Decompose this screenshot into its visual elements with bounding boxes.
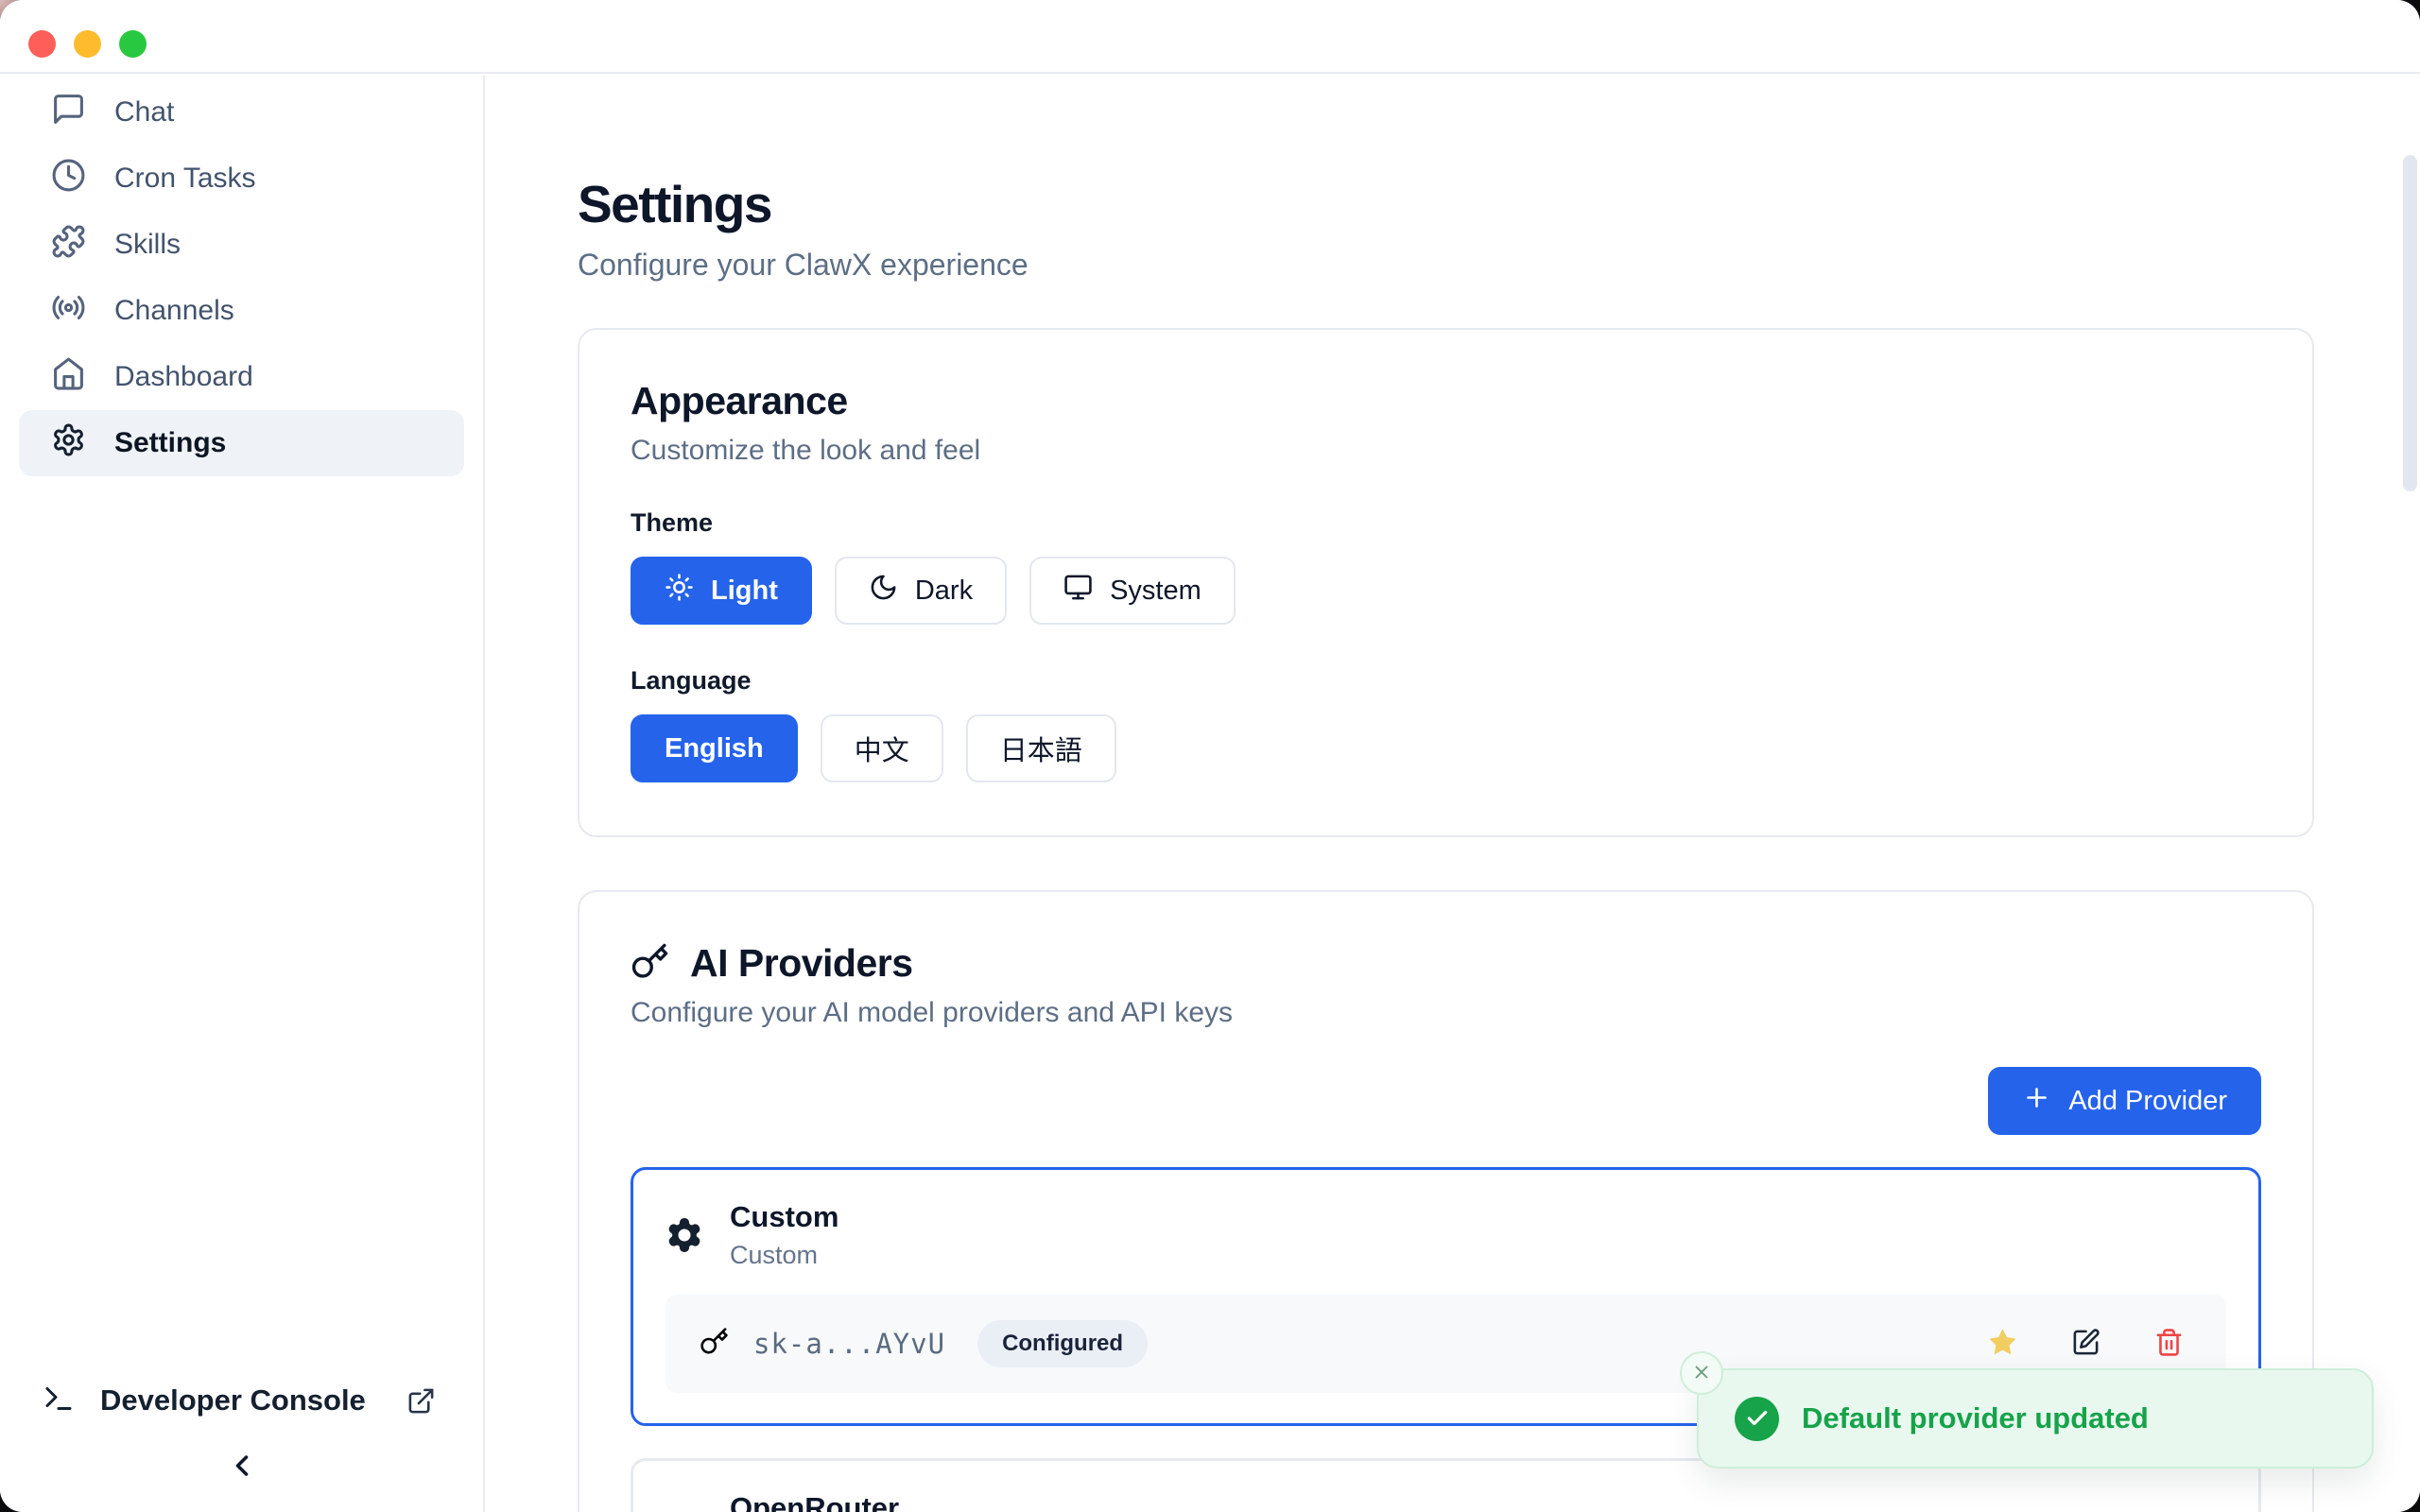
ai-providers-title: AI Providers xyxy=(690,941,913,985)
theme-option-system[interactable]: System xyxy=(1029,557,1236,625)
theme-label: Theme xyxy=(631,508,714,537)
language-option-english[interactable]: English xyxy=(631,714,798,782)
traffic-lights xyxy=(28,30,147,58)
sidebar-item-chat[interactable]: Chat xyxy=(19,79,464,146)
ai-providers-subtitle: Configure your AI model providers and AP… xyxy=(631,997,1234,1028)
language-option-label: 中文 xyxy=(854,736,909,766)
appearance-subtitle: Customize the look and feel xyxy=(631,435,981,466)
appearance-card: Appearance Customize the look and feel T… xyxy=(578,328,2314,837)
appearance-title: Appearance xyxy=(631,379,848,422)
theme-option-label: Light xyxy=(711,575,778,606)
edit-provider-button[interactable] xyxy=(2062,1320,2109,1367)
radio-icon xyxy=(51,290,86,333)
developer-console-label: Developer Console xyxy=(100,1383,366,1417)
sidebar-item-label: Chat xyxy=(114,96,175,128)
collapse-sidebar-button[interactable] xyxy=(216,1440,268,1493)
sidebar-item-settings[interactable]: Settings xyxy=(19,410,464,476)
zoom-window-button[interactable] xyxy=(119,30,147,58)
provider-type: Custom xyxy=(730,1241,819,1269)
sidebar-item-skills[interactable]: Skills xyxy=(19,212,464,278)
sun-icon xyxy=(665,573,694,610)
sidebar-item-label: Cron Tasks xyxy=(114,163,256,194)
provider-gear-icon xyxy=(666,1216,703,1254)
close-icon xyxy=(1691,1362,1712,1385)
provider-name: OpenRouter xyxy=(730,1491,900,1512)
sidebar-item-label: Dashboard xyxy=(114,361,253,392)
theme-options: Light Dark System xyxy=(631,557,2261,625)
sidebar-item-label: Channels xyxy=(114,295,234,326)
key-icon xyxy=(631,942,669,986)
home-icon xyxy=(51,356,86,399)
settings-page: Settings Configure your ClawX experience… xyxy=(487,76,2420,1512)
add-provider-button[interactable]: Add Provider xyxy=(1988,1067,2261,1135)
language-options: English 中文 日本語 xyxy=(631,714,2261,782)
ai-providers-card: AI Providers Configure your AI model pro… xyxy=(578,890,2314,1512)
sidebar-item-channels[interactable]: Channels xyxy=(19,278,464,344)
terminal-icon xyxy=(42,1382,76,1420)
default-provider-star-button[interactable] xyxy=(1979,1320,2026,1367)
sidebar: Chat Cron Tasks Skills xyxy=(0,76,485,1512)
theme-option-dark[interactable]: Dark xyxy=(834,557,1008,625)
sidebar-nav: Chat Cron Tasks Skills xyxy=(0,76,483,476)
sidebar-item-cron-tasks[interactable]: Cron Tasks xyxy=(19,146,464,212)
plus-icon xyxy=(2022,1083,2051,1120)
close-window-button[interactable] xyxy=(28,30,56,58)
page-subtitle: Configure your ClawX experience xyxy=(578,248,1028,282)
gear-icon xyxy=(51,422,86,465)
api-key-masked: sk-a...AYvU xyxy=(753,1328,946,1360)
titlebar xyxy=(0,0,2420,74)
delete-provider-button[interactable] xyxy=(2145,1320,2192,1367)
puzzle-icon xyxy=(51,224,86,266)
theme-option-light[interactable]: Light xyxy=(631,557,812,625)
language-option-chinese[interactable]: 中文 xyxy=(820,714,943,782)
toast-notification: Default provider updated xyxy=(1680,1351,2374,1469)
status-badge: Configured xyxy=(977,1320,1149,1367)
chat-icon xyxy=(51,92,86,134)
star-icon xyxy=(1988,1328,2017,1360)
check-circle-icon xyxy=(1735,1396,1779,1441)
language-option-label: 日本語 xyxy=(999,736,1082,766)
edit-icon xyxy=(2071,1328,2100,1360)
moon-icon xyxy=(869,573,898,610)
theme-option-label: Dark xyxy=(914,575,974,606)
minimize-window-button[interactable] xyxy=(74,30,101,58)
monitor-icon xyxy=(1063,573,1093,610)
language-option-japanese[interactable]: 日本語 xyxy=(965,714,1116,782)
sidebar-item-label: Skills xyxy=(114,229,182,260)
provider-name: Custom xyxy=(730,1200,839,1233)
toast-close-button[interactable] xyxy=(1680,1351,1723,1395)
language-label: Language xyxy=(631,666,752,695)
chevron-left-icon xyxy=(225,1449,259,1486)
page-title: Settings xyxy=(578,175,772,233)
sidebar-item-label: Settings xyxy=(114,427,227,458)
developer-console-row[interactable]: Developer Console xyxy=(0,1380,483,1421)
toast-message: Default provider updated xyxy=(1802,1401,2149,1435)
language-option-label: English xyxy=(665,732,764,764)
clock-icon xyxy=(51,158,86,200)
key-icon xyxy=(700,1327,729,1361)
external-link-icon[interactable] xyxy=(400,1380,441,1421)
add-provider-label: Add Provider xyxy=(2068,1085,2227,1116)
trash-icon xyxy=(2154,1328,2184,1360)
scrollbar-thumb[interactable] xyxy=(2403,155,2417,491)
theme-option-label: System xyxy=(1110,575,1201,606)
sidebar-item-dashboard[interactable]: Dashboard xyxy=(19,344,464,410)
